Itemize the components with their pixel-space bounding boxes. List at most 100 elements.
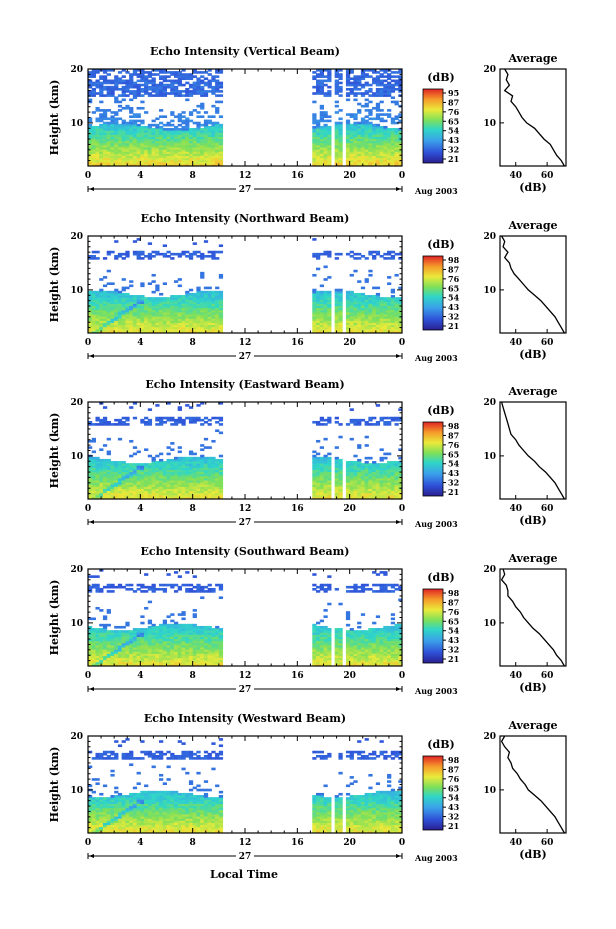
colorbar <box>422 421 444 497</box>
panel-title: Echo Intensity (Southward Beam) <box>141 545 350 558</box>
date-arrow-right <box>396 187 401 191</box>
y-axis-label: Height (km) <box>48 747 61 823</box>
colorbar-tick-label: 87 <box>448 264 459 274</box>
y-axis-label: Height (km) <box>48 247 61 323</box>
x-tick-label: 4 <box>137 338 143 348</box>
colorbar-tick-label: 98 <box>448 755 460 765</box>
y-tick-label: 20 <box>70 232 83 242</box>
x-tick-label: 12 <box>239 338 252 348</box>
average-profile-line <box>500 735 565 834</box>
colorbar-tick-label: 76 <box>448 440 460 450</box>
average-frame <box>499 568 567 667</box>
month-label: Aug 2003 <box>414 519 458 529</box>
average-title: Average <box>507 385 557 398</box>
panels-layer: Echo Intensity (Vertical Beam) Height (km… <box>48 45 567 863</box>
heatmap-field <box>88 569 403 667</box>
colorbar-unit: (dB) <box>427 71 454 84</box>
average-title: Average <box>507 219 557 232</box>
x-tick-label: 20 <box>343 838 356 848</box>
x-tick-label: 12 <box>239 671 252 681</box>
month-label: Aug 2003 <box>414 186 458 196</box>
colorbar-tick-label: 95 <box>448 88 459 98</box>
heatmap-field <box>88 69 403 167</box>
x-tick-label: 8 <box>190 504 196 514</box>
x-tick-label: 0 <box>85 171 91 181</box>
date-label-bg <box>236 850 254 859</box>
colorbar-tick-label: 87 <box>448 764 459 774</box>
colorbar-tick-label: 98 <box>448 255 460 265</box>
y-tick-label: 10 <box>70 619 83 629</box>
average-x-tick-label: 40 <box>509 171 522 181</box>
date-arrow-right <box>396 354 401 358</box>
colorbar-unit: (dB) <box>427 738 454 751</box>
date-label-bg <box>236 683 254 692</box>
colorbar <box>422 755 444 831</box>
average-title: Average <box>507 552 557 565</box>
x-tick-label: 16 <box>291 338 304 348</box>
colorbar-tick-label: 43 <box>448 135 460 145</box>
x-tick-label: 0 <box>85 838 91 848</box>
average-y-tick-label: 10 <box>483 786 496 796</box>
month-label: Aug 2003 <box>414 353 458 363</box>
colorbar-tick-label: 21 <box>448 654 459 664</box>
average-title: Average <box>507 719 557 732</box>
colorbar-tick-label: 54 <box>448 459 460 469</box>
x-tick-label: 16 <box>291 838 304 848</box>
average-xlabel: (dB) <box>519 348 546 361</box>
heatmap-field <box>88 238 403 334</box>
x-tick-label: 8 <box>190 838 196 848</box>
colorbar-tick-label: 43 <box>448 302 460 312</box>
average-x-tick-label: 60 <box>541 171 554 181</box>
y-axis-label: Height (km) <box>48 80 61 156</box>
average-x-tick-label: 40 <box>509 671 522 681</box>
colorbar-tick-label: 87 <box>448 597 459 607</box>
colorbar <box>422 588 444 664</box>
average-y-tick-label: 20 <box>483 398 496 408</box>
average-y-tick-label: 20 <box>483 232 496 242</box>
x-tick-label: 4 <box>137 171 143 181</box>
y-tick-label: 10 <box>70 452 83 462</box>
colorbar-tick-label: 32 <box>448 478 459 488</box>
date-label-bg <box>236 516 254 525</box>
colorbar-unit: (dB) <box>427 571 454 584</box>
average-y-tick-label: 10 <box>483 119 496 129</box>
colorbar <box>422 255 444 331</box>
average-profile-line <box>503 68 565 167</box>
average-profile-line <box>501 235 565 334</box>
average-y-tick-label: 10 <box>483 286 496 296</box>
y-axis-label: Height (km) <box>48 580 61 656</box>
date-label: 27 <box>239 685 252 695</box>
date-arrow-left <box>89 187 94 191</box>
x-tick-label: 20 <box>343 671 356 681</box>
month-label: Aug 2003 <box>414 853 458 863</box>
colorbar-tick-label: 65 <box>448 783 459 793</box>
colorbar-tick-label: 76 <box>448 107 460 117</box>
average-frame <box>499 235 567 334</box>
date-arrow-left <box>89 854 94 858</box>
colorbar-tick-label: 76 <box>448 274 460 284</box>
x-tick-label: 8 <box>190 171 196 181</box>
x-tick-label: 0 <box>85 504 91 514</box>
colorbar-tick-label: 65 <box>448 116 459 126</box>
x-tick-label: 20 <box>343 171 356 181</box>
x-tick-label: 0 <box>399 504 405 514</box>
average-frame <box>499 68 567 167</box>
colorbar-tick-label: 54 <box>448 626 460 636</box>
average-y-tick-label: 20 <box>483 732 496 742</box>
colorbar-unit: (dB) <box>427 404 454 417</box>
average-y-tick-label: 20 <box>483 65 496 75</box>
average-xlabel: (dB) <box>519 681 546 694</box>
colorbar-tick-label: 21 <box>448 487 459 497</box>
y-axis-label: Height (km) <box>48 413 61 489</box>
y-tick-label: 20 <box>70 732 83 742</box>
figure-xlabel: Local Time <box>210 868 278 881</box>
average-xlabel: (dB) <box>519 514 546 527</box>
panel-1: Echo Intensity (Vertical Beam) Height (km… <box>48 45 567 196</box>
average-frame <box>499 735 567 834</box>
x-tick-label: 12 <box>239 171 252 181</box>
average-x-tick-label: 60 <box>541 838 554 848</box>
x-tick-label: 12 <box>239 838 252 848</box>
heatmap-field <box>88 402 403 500</box>
date-label: 27 <box>239 518 252 528</box>
colorbar-tick-label: 65 <box>448 283 459 293</box>
